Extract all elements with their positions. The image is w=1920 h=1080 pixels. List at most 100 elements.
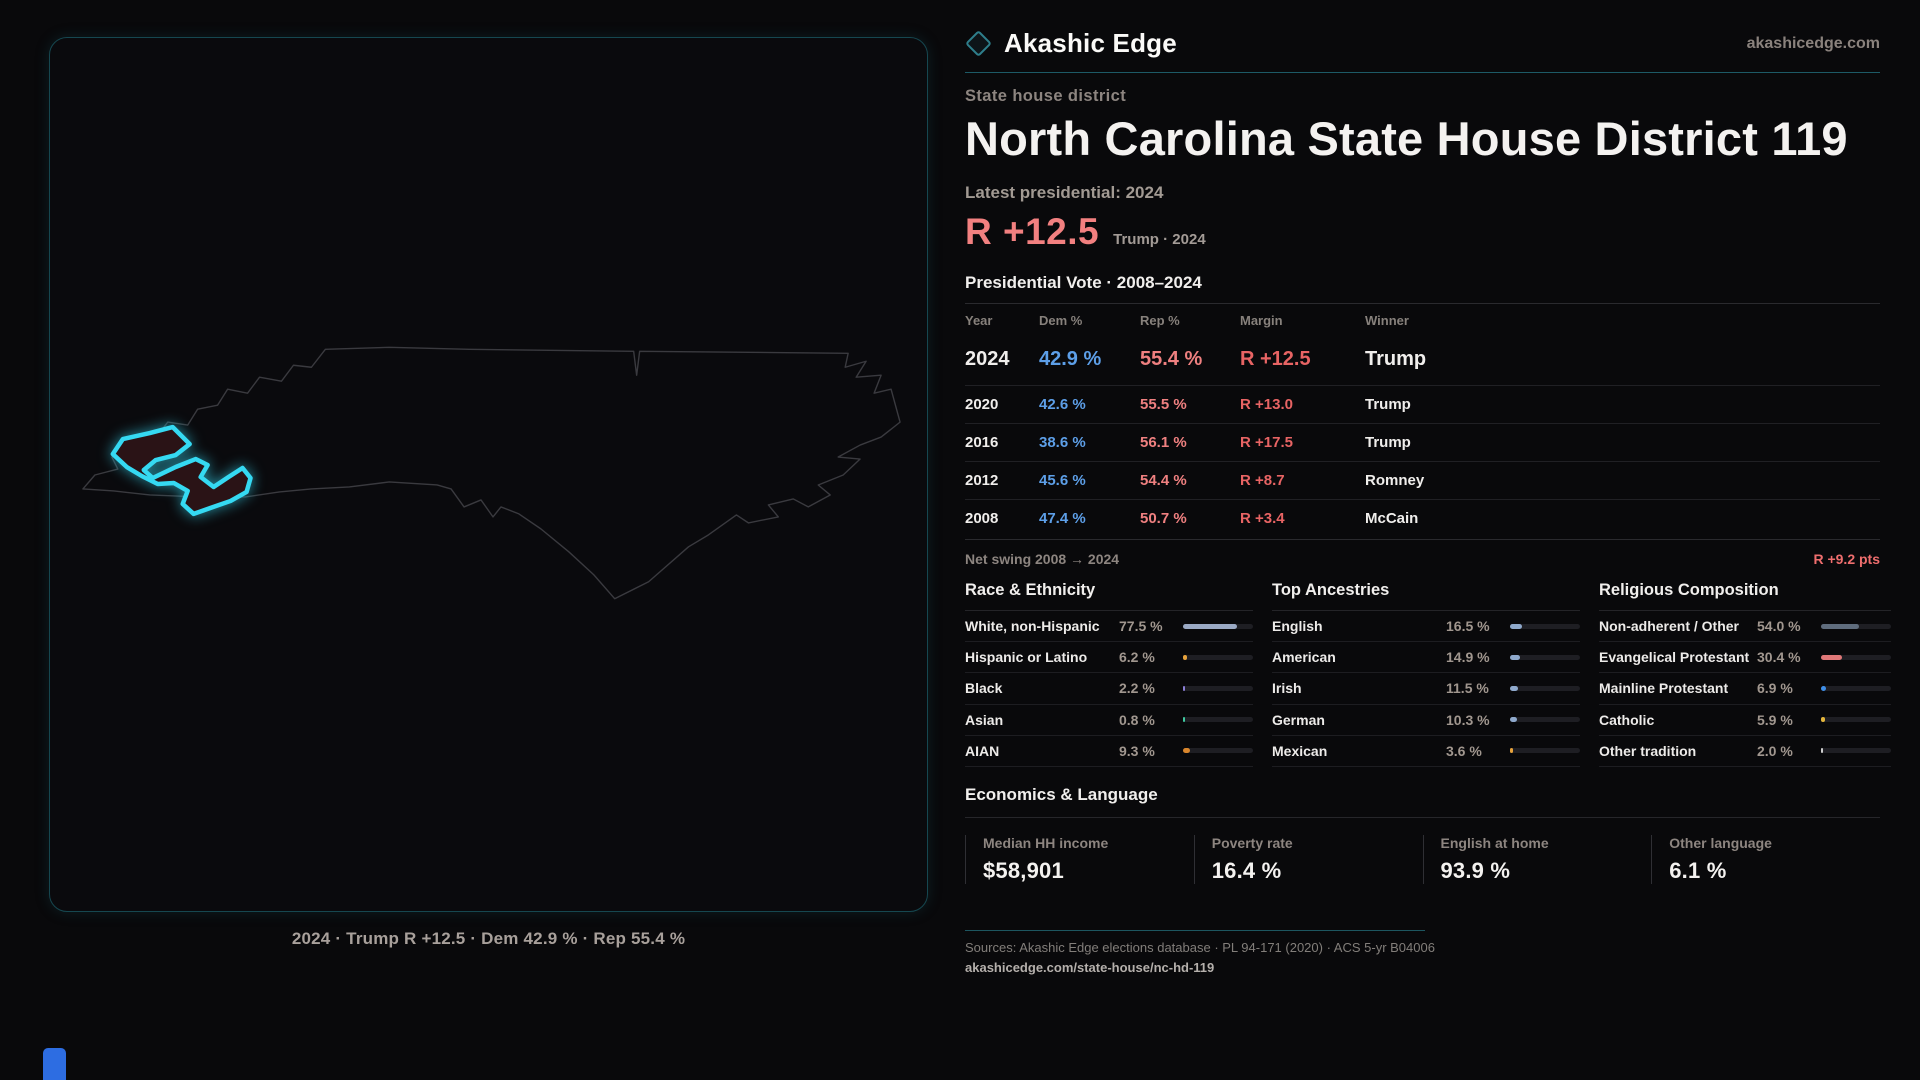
vote-table-row: 2016 38.6 % 56.1 % R +17.5 Trump (965, 423, 1880, 461)
winner-cell: Trump (1365, 396, 1411, 413)
demographic-bar-fill (1821, 717, 1826, 723)
winner-cell: McCain (1365, 510, 1419, 527)
demographic-value: 2.2 % (1119, 680, 1155, 697)
demographic-value: 10.3 % (1446, 711, 1490, 728)
demographic-label: White, non-Hispanic (965, 618, 1100, 634)
winner-cell: Trump (1365, 434, 1411, 451)
stat-value: 93.9 % (1440, 857, 1511, 883)
year-cell: 2020 (965, 396, 999, 413)
demographic-label: Mexican (1272, 742, 1328, 759)
demographic-label: Evangelical Protestant (1599, 649, 1750, 666)
demographic-bar (1510, 685, 1580, 691)
demographic-row: AIAN 9.3 % (965, 736, 1253, 767)
economics-stats-row: Median HH income $58,901 Poverty rate 16… (965, 834, 1880, 884)
demographic-bar (1183, 623, 1253, 629)
demographic-row: Evangelical Protestant 30.4 % (1599, 642, 1891, 674)
report-footer: Sources: Akashic Edge elections database… (965, 929, 1880, 975)
demographic-label: Mainline Protestant (1599, 680, 1729, 697)
district-119-shape[interactable] (110, 424, 253, 517)
rep-cell: 55.4 % (1140, 348, 1203, 370)
stat-block: English at home 93.9 % (1422, 834, 1652, 884)
year-cell: 2012 (965, 472, 999, 489)
demographic-bar (1183, 748, 1253, 754)
dem-cell: 38.6 % (1039, 434, 1086, 451)
demographic-label: AIAN (965, 742, 1000, 759)
demographic-value: 9.3 % (1119, 742, 1155, 759)
demographic-row: White, non-Hispanic 77.5 % (965, 611, 1253, 643)
demographic-value: 30.4 % (1757, 649, 1801, 666)
margin-cell: R +17.5 (1240, 434, 1293, 451)
demographic-row: Asian 0.8 % (965, 705, 1253, 736)
vote-table-row: 2012 45.6 % 54.4 % R +8.7 Romney (965, 461, 1880, 499)
vote-table-row: 2020 42.6 % 55.5 % R +13.0 Trump (965, 385, 1880, 423)
demographic-row: American 14.9 % (1272, 642, 1580, 674)
demographic-bar-fill (1821, 654, 1843, 660)
brand[interactable]: Akashic Edge (965, 28, 1177, 59)
north-carolina-map (82, 346, 901, 600)
demographic-bar-fill (1510, 748, 1513, 754)
margin-cell: R +12.5 (1240, 348, 1311, 370)
demographic-label: Other tradition (1599, 742, 1697, 759)
vote-table-row: 2024 42.9 % 55.4 % R +12.5 Trump (965, 336, 1880, 385)
demographic-value: 54.0 % (1757, 618, 1801, 635)
demographic-bar (1183, 717, 1253, 723)
stat-block: Other language 6.1 % (1651, 834, 1880, 884)
header-divider (965, 72, 1880, 73)
demographic-value: 14.9 % (1446, 649, 1490, 666)
demographic-value: 6.9 % (1757, 680, 1793, 697)
demographic-column-title: Religious Composition (1599, 581, 1891, 611)
stat-label: Other language (1669, 834, 1772, 851)
demographic-row: Catholic 5.9 % (1599, 705, 1891, 736)
demographic-bar-fill (1183, 717, 1185, 723)
demographic-bar (1821, 685, 1891, 691)
demographic-bar-fill (1183, 623, 1238, 629)
demographic-row: Hispanic or Latino 6.2 % (965, 642, 1253, 674)
demographic-bar (1821, 748, 1891, 754)
permalink[interactable]: akashicedge.com/state-house/nc-hd-119 (965, 959, 1215, 975)
demographic-label: Irish (1272, 680, 1302, 697)
demographic-value: 16.5 % (1446, 618, 1490, 635)
stat-label: Median HH income (983, 834, 1109, 851)
demographic-row: Mainline Protestant 6.9 % (1599, 673, 1891, 705)
demographic-bar-fill (1183, 748, 1190, 754)
demographic-column-title: Race & Ethnicity (965, 581, 1253, 611)
stat-block: Poverty rate 16.4 % (1193, 834, 1423, 884)
demographic-row: German 10.3 % (1272, 705, 1580, 736)
dem-cell: 45.6 % (1039, 472, 1086, 489)
demographic-bar (1510, 654, 1580, 660)
year-cell: 2008 (965, 510, 999, 527)
demographic-row: Black 2.2 % (965, 673, 1253, 705)
winner-cell: Trump (1365, 348, 1427, 370)
demographic-label: Asian (965, 711, 1004, 728)
stat-value: 6.1 % (1669, 857, 1727, 883)
demographic-label: German (1272, 711, 1325, 728)
site-domain-link[interactable]: akashicedge.com (1746, 34, 1880, 52)
rep-cell: 50.7 % (1140, 510, 1187, 527)
headline-margin-block: R +12.5 Trump · 2024 (965, 211, 1880, 253)
demographic-bar (1183, 654, 1253, 660)
demographic-label: English (1272, 618, 1323, 634)
dem-cell: 42.9 % (1039, 348, 1102, 370)
map-caption: 2024 · Trump R +12.5 · Dem 42.9 % · Rep … (291, 929, 686, 948)
vote-table-title: Presidential Vote · 2008–2024 (965, 273, 1202, 292)
sources-note: Sources: Akashic Edge elections database… (965, 939, 1435, 955)
footer-divider (965, 929, 1425, 931)
vote-table-row: 2008 47.4 % 50.7 % R +3.4 McCain (965, 499, 1880, 537)
rep-cell: 55.5 % (1140, 396, 1187, 413)
demographic-row: English 16.5 % (1272, 611, 1580, 643)
district-report: Akashic Edge akashicedge.com State house… (965, 0, 1920, 975)
presidential-vote-table: Year Dem % Rep % Margin Winner 2024 42.9 % 5… (965, 303, 1880, 537)
net-swing-label: Net swing 2008 → 2024 (965, 551, 1120, 567)
demographic-bar (1821, 623, 1891, 629)
demographic-bar (1510, 623, 1580, 629)
winner-cell: Romney (1365, 472, 1425, 489)
headline-margin-subtitle: Trump · 2024 (1113, 231, 1206, 248)
net-swing-value: R +9.2 pts (1813, 551, 1880, 567)
blue-corner-fragment (43, 1048, 66, 1080)
demographic-label: Catholic (1599, 711, 1655, 728)
demographic-label: Black (965, 680, 1003, 697)
margin-cell: R +13.0 (1240, 396, 1293, 413)
rep-cell: 56.1 % (1140, 434, 1187, 451)
vote-table-body: 2024 42.9 % 55.4 % R +12.5 Trump 2020 42… (965, 336, 1880, 537)
margin-cell: R +3.4 (1240, 510, 1285, 527)
